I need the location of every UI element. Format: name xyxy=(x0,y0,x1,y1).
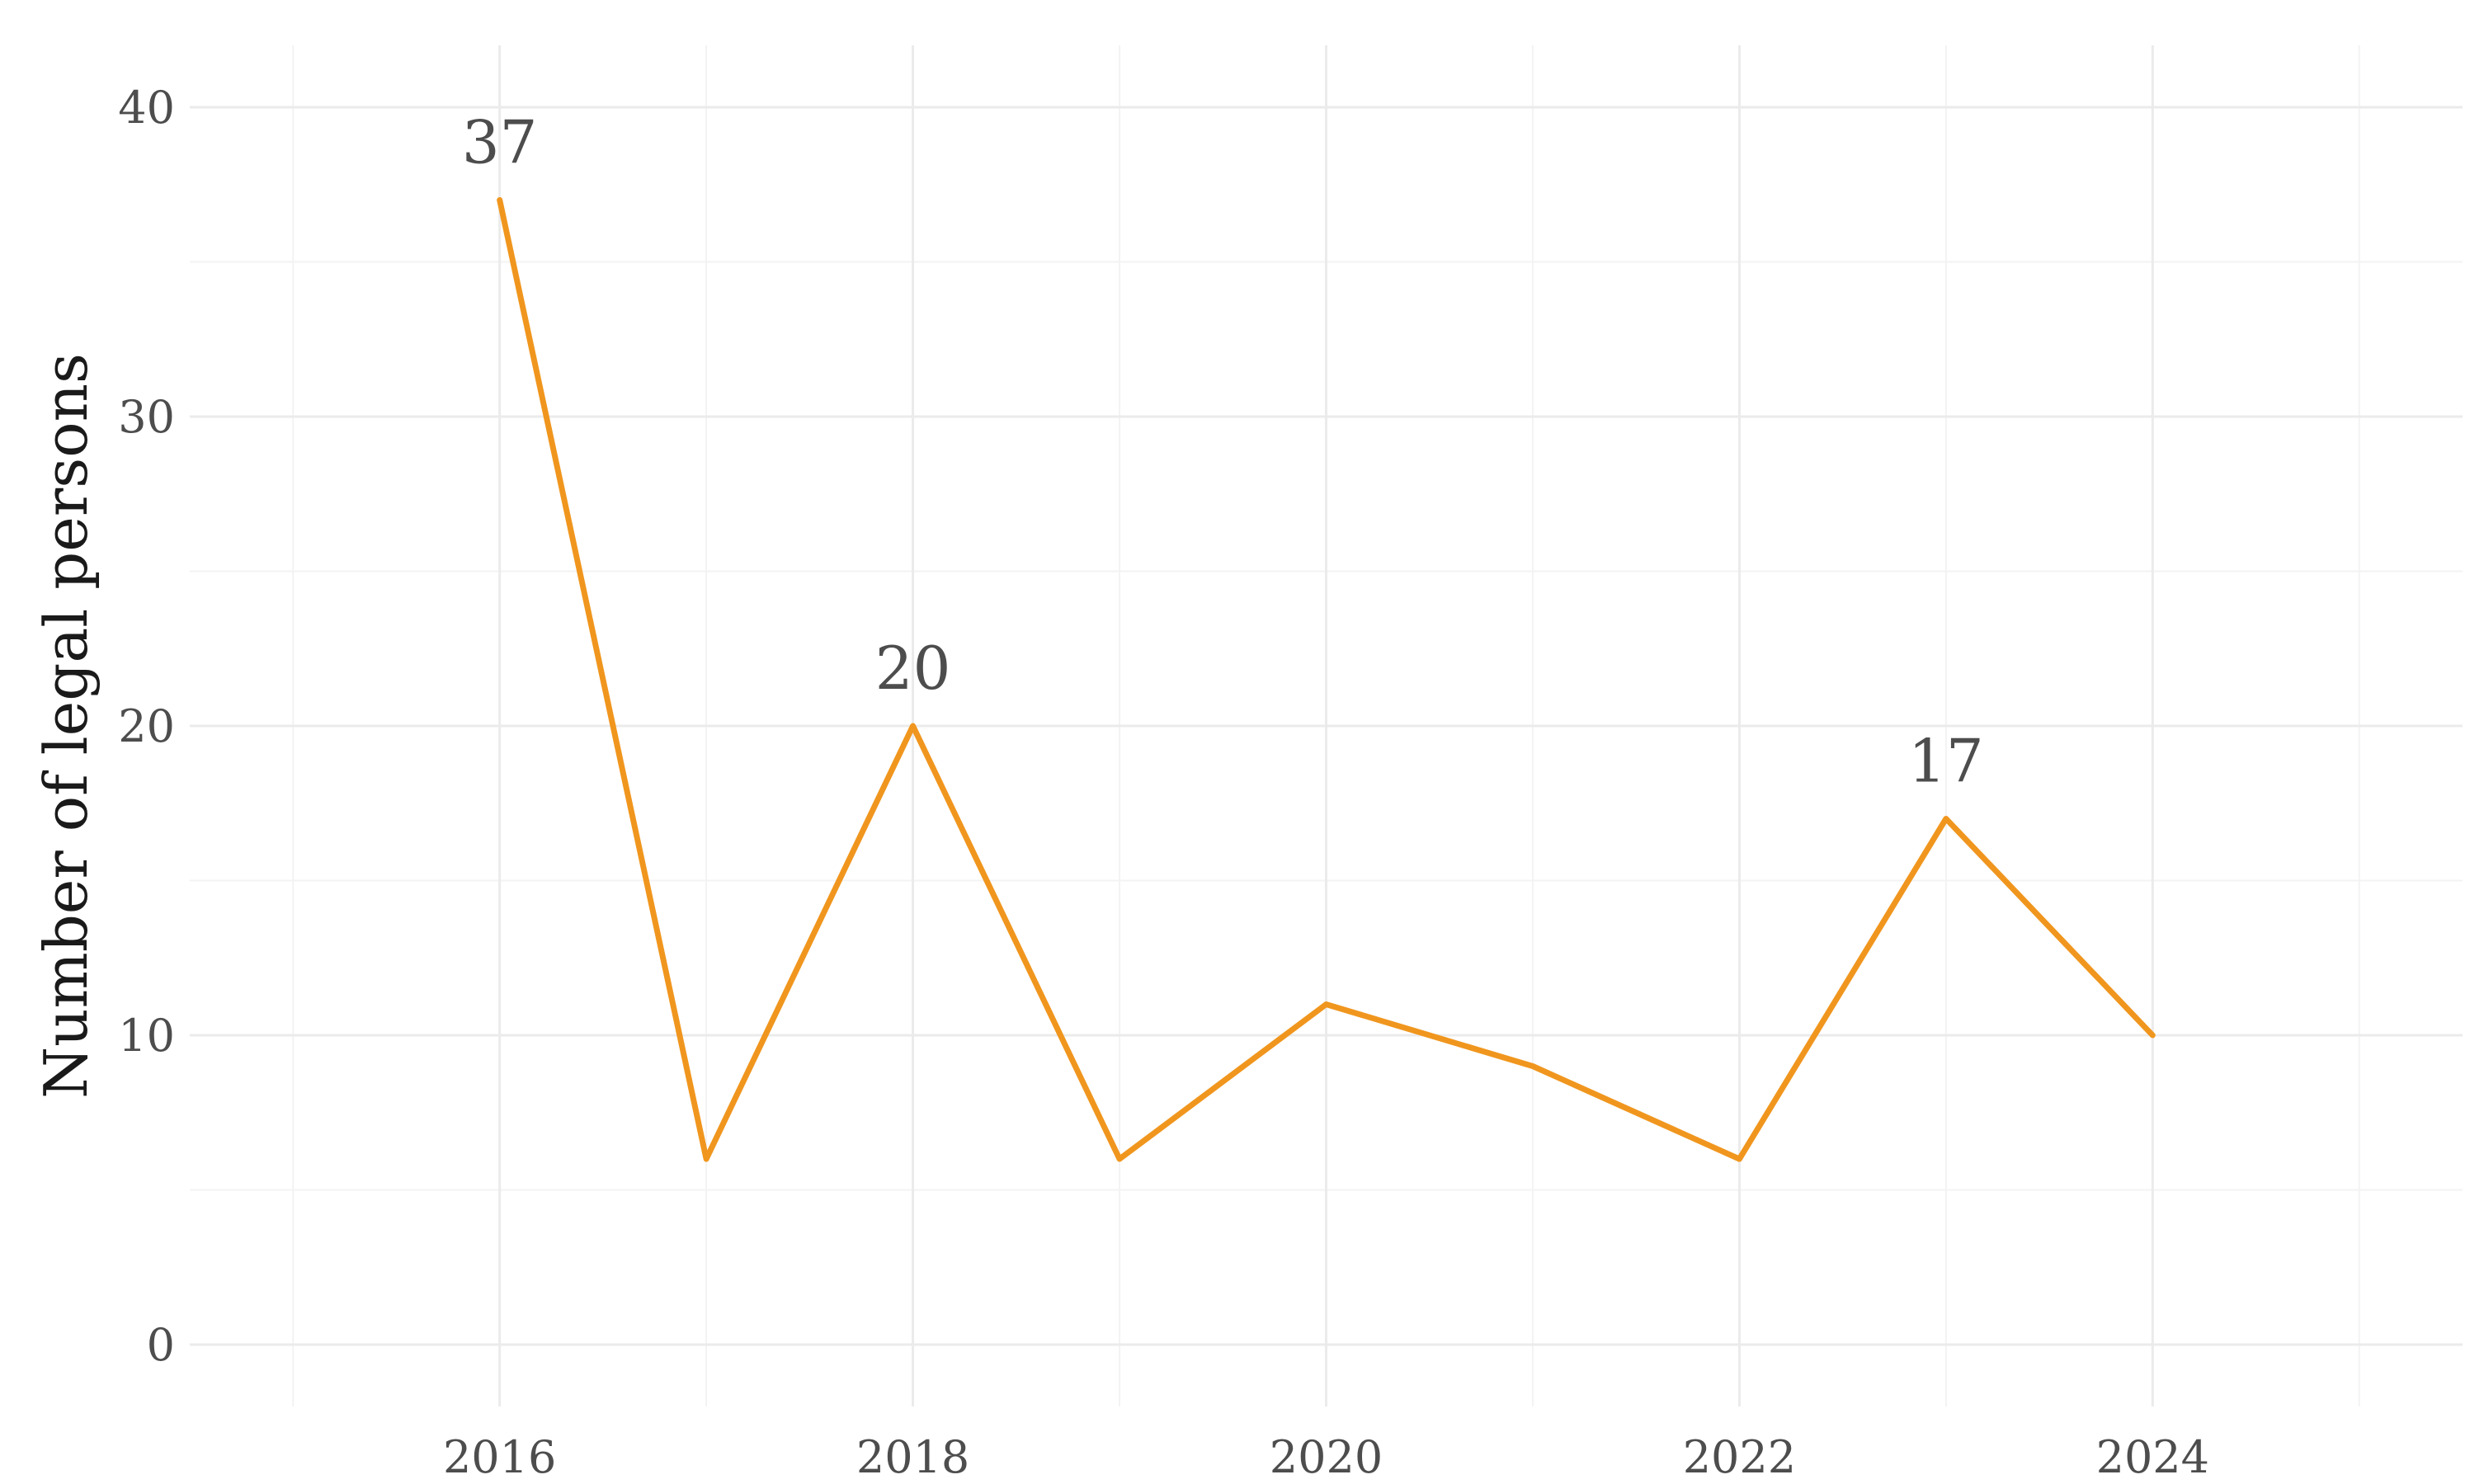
x-tick-label: 2018 xyxy=(856,1431,969,1483)
data-label: 17 xyxy=(1908,727,1984,796)
data-labels: 37 20 17 xyxy=(462,108,1984,796)
series-layer xyxy=(497,197,2156,1162)
x-tick-label: 2020 xyxy=(1270,1431,1383,1483)
y-tick-label: 0 xyxy=(147,1319,175,1371)
y-tick-label: 10 xyxy=(118,1010,175,1062)
y-tick-label: 30 xyxy=(118,391,175,443)
grid xyxy=(190,45,2463,1406)
x-tick-label: 2022 xyxy=(1683,1431,1796,1483)
series-line xyxy=(497,197,2156,1162)
y-tick-label: 40 xyxy=(118,82,175,134)
data-label: 20 xyxy=(875,634,951,703)
x-tick-label: 2016 xyxy=(443,1431,556,1483)
y-axis-tick-labels: 0 10 20 30 40 xyxy=(118,82,175,1371)
x-tick-label: 2024 xyxy=(2096,1431,2209,1483)
data-label: 37 xyxy=(462,108,538,177)
y-tick-label: 20 xyxy=(118,700,175,752)
y-axis-title: Number of legal persons xyxy=(31,353,101,1099)
x-axis-tick-labels: 2016 2018 2020 2022 2024 xyxy=(443,1431,2209,1483)
